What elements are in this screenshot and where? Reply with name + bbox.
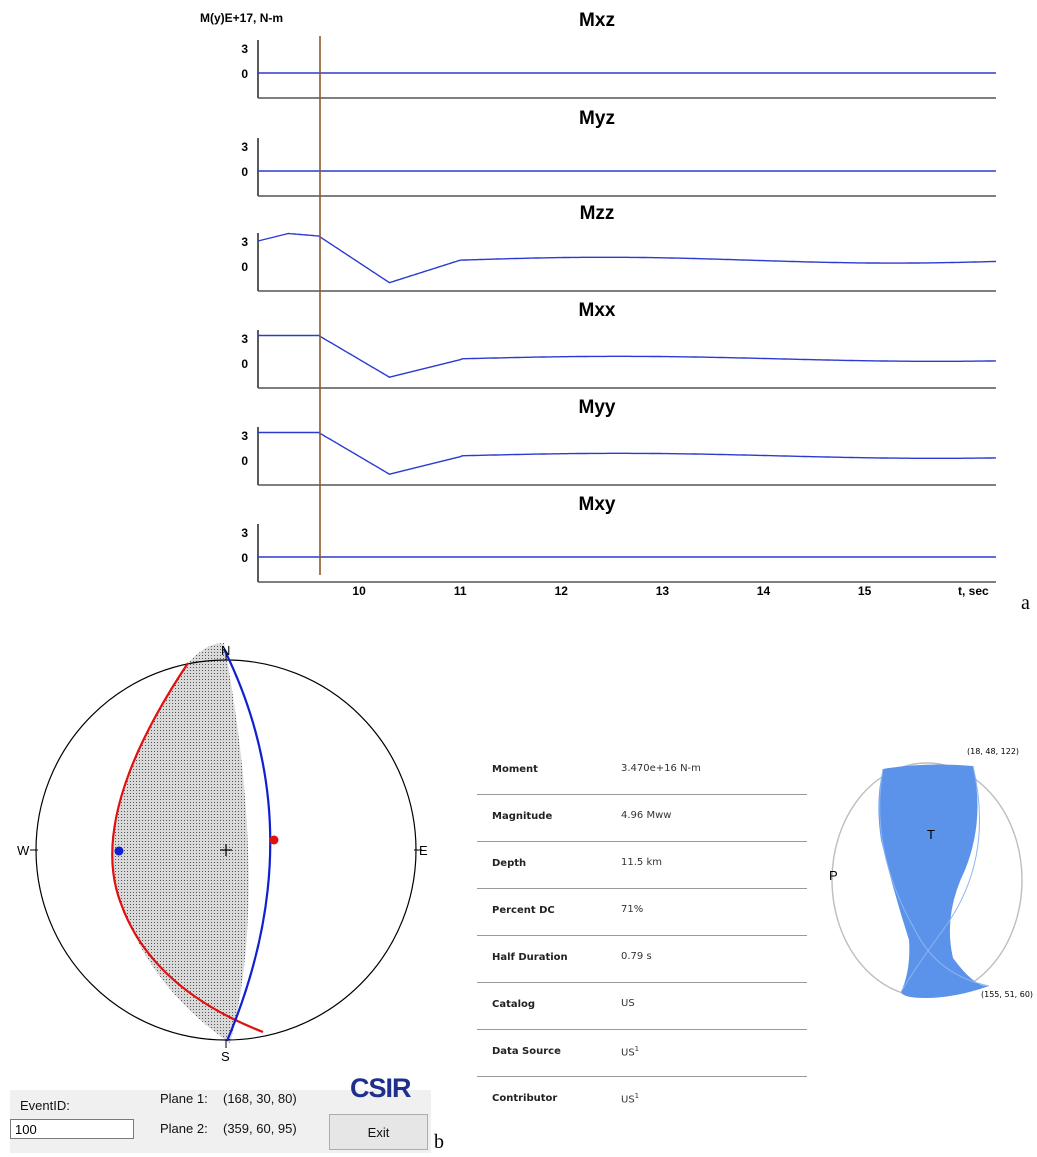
trace-title: Myy [579,397,616,418]
mt-row-value-text: US [621,998,635,1009]
mt-table-row: Half Duration 0.79 s [477,936,807,983]
blue-pole-marker [114,846,124,856]
panel-label-b: b [434,1131,444,1153]
mt-row-value-text: 71% [621,904,644,915]
t-axis-label: T [927,827,935,842]
mt-row-label: Half Duration [492,952,568,963]
plane2-label: Plane 2: [160,1121,208,1136]
x-tick-label: 13 [656,584,670,598]
csir-logo: CSIR [350,1073,412,1103]
trace-y-tick-label: 0 [241,67,248,81]
plane1-label: Plane 1: [160,1091,208,1106]
trace-title: Mxz [579,10,615,31]
panel-label-a: a [1021,592,1030,614]
focal-mechanism-window: N S W E [10,643,431,1153]
x-unit-label: t, sec [958,584,989,598]
mt-row-label: Contributor [492,1093,558,1104]
mt-row-value: 0.79 s [621,951,652,962]
mt-row-label: Moment [492,764,538,775]
trace-title: Myz [579,108,615,129]
red-pole-marker [269,835,279,845]
moment-tensor-waveform-figure: M(y)E+17, N-m Mxz30Myz30Mzz30Mxx30Myy30M… [200,10,997,598]
mt-table-row: Percent DC 71% [477,889,807,936]
mt-row-label: Depth [492,858,527,869]
trace-y-tick-label: 3 [241,526,248,540]
trace-title: Mxy [579,494,616,515]
exit-button[interactable]: Exit [329,1114,428,1150]
trace-y-tick-label: 0 [241,260,248,274]
trace-y-tick-label: 3 [241,140,248,154]
mt-row-footnote: 1 [634,1092,640,1100]
trace-y-tick-label: 3 [241,42,248,56]
trace-y-tick-label: 0 [241,165,248,179]
mt-row-label: Data Source [492,1046,561,1057]
trace-panels: Mxz 3 0 Myz 3 0 Mzz 3 0 Mxx 3 0 Myy 3 0 Mxy 3 0 [241,10,997,583]
x-tick-label: 15 [858,584,872,598]
trace-y-tick-label: 0 [241,357,248,371]
plane2-value: (359, 60, 95) [223,1121,297,1136]
trace-title: Mxx [579,300,616,321]
tension-region [878,764,989,998]
mt-nodal-plane-b [900,765,981,993]
trace-title: Mzz [580,203,615,224]
moment-tensor-table: Moment 3.470e+16 N-m Magnitude 4.96 Mww Dept… [477,748,807,1123]
mt-row-value: US1 [621,1092,639,1105]
x-tick-label: 14 [757,584,771,598]
mt-row-value: 4.96 Mww [621,810,671,821]
compass-east: E [419,843,428,858]
trace-y-tick-label: 0 [241,454,248,468]
mt-row-value-text: 0.79 s [621,951,652,962]
moment-tensor-beachball: T P (18, 48, 122) (155, 51, 60) [829,747,1033,999]
mt-nodal-plane-a [879,768,990,987]
x-tick-label: 12 [555,584,569,598]
mt-row-value-text: 11.5 km [621,857,662,868]
mt-row-footnote: 1 [634,1045,640,1053]
event-id-label: EventID: [20,1098,70,1113]
mt-row-label: Percent DC [492,905,555,916]
trace-curve [258,431,996,475]
mt-row-value-text: 4.96 Mww [621,810,672,821]
plane1-value: (168, 30, 80) [223,1091,297,1106]
mt-row-value: US [621,998,635,1009]
p-axis-label: P [829,868,838,883]
mt-table-row: Moment 3.470e+16 N-m [477,748,807,795]
x-tick-label: 10 [352,584,366,598]
y-unit-label: M(y)E+17, N-m [200,11,283,25]
trace-y-tick-label: 0 [241,551,248,565]
mt-table-row: Catalog US [477,983,807,1030]
mt-row-label: Magnitude [492,811,553,822]
trace-y-tick-label: 3 [241,429,248,443]
mt-row-value: 3.470e+16 N-m [621,763,701,774]
nodal-plane-1-curve [111,662,264,1034]
compass-west: W [17,843,30,858]
x-axis-ticks: 10 11 12 13 14 15 [352,584,871,598]
mt-row-value-text: US [621,1094,635,1106]
mt-row-label: Catalog [492,999,536,1010]
bottom-plane-label: (155, 51, 60) [981,990,1033,999]
beachball-canvas: N S W E [10,643,431,1090]
mt-row-value-text: US [621,1047,635,1059]
mt-table-row: Depth 11.5 km [477,842,807,889]
trace-curve [258,334,996,378]
trace-y-tick-label: 3 [241,235,248,249]
event-id-input[interactable] [10,1119,134,1139]
x-tick-label: 11 [454,584,467,598]
mt-table-row: Magnitude 4.96 Mww [477,795,807,842]
compass-north: N [221,643,230,658]
mt-table-row: Contributor US1 [477,1077,807,1123]
mt-row-value: 71% [621,904,643,915]
shaded-quadrant [112,643,249,1043]
trace-y-tick-label: 3 [241,332,248,346]
mt-table-row: Data Source US1 [477,1030,807,1077]
mt-row-value: 11.5 km [621,857,662,868]
compass-south: S [221,1049,230,1064]
mt-row-value: US1 [621,1045,639,1058]
trace-curve [257,232,997,284]
top-plane-label: (18, 48, 122) [967,747,1019,756]
mt-row-value-text: 3.470e+16 N-m [621,763,701,774]
